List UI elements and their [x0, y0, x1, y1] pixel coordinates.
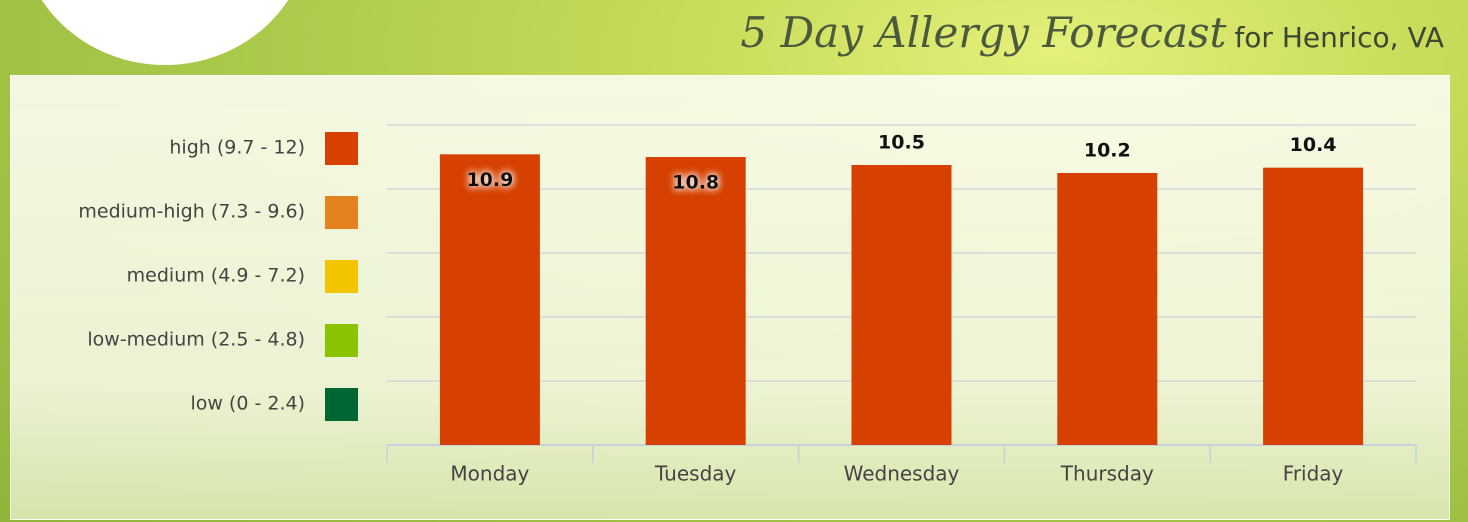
x-tick-label: Friday	[1283, 462, 1344, 486]
header: 5 Day Allergy Forecast for Henrico, VA	[740, 8, 1444, 57]
legend-swatch	[325, 196, 358, 229]
x-tick-label: Tuesday	[654, 462, 737, 486]
x-tick-label: Monday	[450, 462, 529, 486]
legend-label: low-medium (2.5 - 4.8)	[87, 329, 305, 351]
legend-swatch	[325, 324, 358, 357]
bar	[1057, 173, 1158, 445]
value-label: 10.8	[672, 172, 719, 194]
legend-label: medium (4.9 - 7.2)	[127, 265, 305, 287]
value-label: 10.4	[1290, 134, 1337, 156]
legend-swatch	[325, 388, 358, 421]
bar	[1263, 167, 1364, 445]
legend-label: low (0 - 2.4)	[190, 393, 305, 415]
title: 5 Day Allergy Forecast	[740, 8, 1227, 57]
bar	[645, 157, 746, 445]
legend-label: medium-high (7.3 - 9.6)	[78, 201, 305, 223]
value-label: 10.9	[466, 169, 513, 191]
x-tick-label: Wednesday	[844, 462, 960, 486]
legend-label: high (9.7 - 12)	[169, 137, 305, 159]
value-label: 10.2	[1084, 140, 1131, 162]
bar	[439, 154, 540, 446]
legend-swatch	[325, 260, 358, 293]
subtitle: for Henrico, VA	[1234, 21, 1444, 54]
legend-swatch	[325, 132, 358, 165]
x-tick-label: Thursday	[1060, 462, 1154, 486]
bar	[851, 165, 952, 445]
value-label: 10.5	[878, 132, 925, 154]
